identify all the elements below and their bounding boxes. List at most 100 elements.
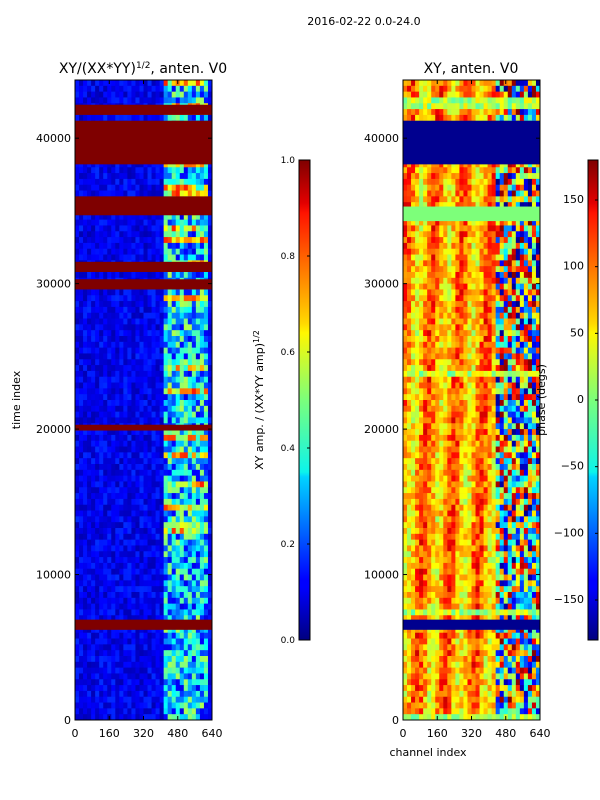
heatmap-cell xyxy=(115,213,120,220)
heatmap-cell xyxy=(151,592,156,599)
heatmap-cell xyxy=(131,173,136,180)
heatmap-cell xyxy=(131,254,136,261)
heatmap-cell xyxy=(195,272,201,279)
heatmap-cell xyxy=(495,80,501,87)
heatmap-cell xyxy=(199,440,205,447)
flagged-band xyxy=(75,196,212,216)
heatmap-cell xyxy=(99,318,104,325)
heatmap-cell xyxy=(123,173,128,180)
heatmap-cell xyxy=(83,382,88,389)
heatmap-cell xyxy=(415,184,420,191)
heatmap-cell xyxy=(103,440,108,447)
heatmap-cell xyxy=(95,312,100,319)
heatmap-cell xyxy=(115,161,120,168)
heatmap-cell xyxy=(459,91,464,98)
heatmap-cell xyxy=(111,644,116,651)
heatmap-cell xyxy=(87,411,92,418)
heatmap-cell xyxy=(207,289,212,296)
heatmap-cell xyxy=(475,266,480,273)
heatmap-cell xyxy=(139,295,144,302)
heatmap-cell xyxy=(115,219,120,226)
heatmap-cell xyxy=(195,295,201,302)
heatmap-cell xyxy=(199,679,205,686)
heatmap-cell xyxy=(103,615,108,622)
heatmap-cell xyxy=(511,85,517,92)
heatmap-cell xyxy=(459,190,464,197)
heatmap-cell xyxy=(187,394,193,401)
heatmap-cell xyxy=(439,103,444,110)
heatmap-cell xyxy=(171,161,177,168)
heatmap-cell xyxy=(191,626,197,634)
heatmap-cell xyxy=(87,347,92,354)
heatmap-cell xyxy=(127,312,132,319)
heatmap-cell xyxy=(207,557,212,564)
heatmap-cell xyxy=(91,702,96,709)
heatmap-cell xyxy=(123,528,128,535)
heatmap-cell xyxy=(191,225,197,232)
heatmap-cell xyxy=(431,80,436,87)
heatmap-cell xyxy=(159,353,164,360)
heatmap-cell xyxy=(511,184,517,191)
heatmap-cell xyxy=(123,225,128,232)
heatmap-cell xyxy=(111,370,116,378)
heatmap-cell xyxy=(115,173,120,180)
heatmap-cell xyxy=(203,434,209,442)
heatmap-cell xyxy=(127,493,132,500)
heatmap-cell xyxy=(127,469,132,476)
heatmap-cell xyxy=(143,557,148,564)
heatmap-cell xyxy=(467,80,472,87)
heatmap-cell xyxy=(151,318,156,325)
heatmap-cell xyxy=(195,714,201,720)
heatmap-cell xyxy=(91,673,96,680)
heatmap-cell xyxy=(87,632,92,639)
heatmap-cell xyxy=(479,85,484,92)
heatmap-cell xyxy=(87,272,92,279)
heatmap-cell xyxy=(207,685,212,692)
heatmap-cell xyxy=(187,80,193,87)
heatmap-cell xyxy=(191,254,197,261)
heatmap-cell xyxy=(439,266,444,273)
heatmap-cell xyxy=(123,708,128,715)
heatmap-cell xyxy=(167,458,173,465)
left-heatmap xyxy=(75,80,212,720)
heatmap-cell xyxy=(183,568,189,575)
heatmap-cell xyxy=(147,324,152,331)
heatmap-cell xyxy=(119,615,124,622)
heatmap-cell xyxy=(459,237,464,244)
heatmap-cell xyxy=(199,539,205,546)
heatmap-cell xyxy=(175,656,181,663)
heatmap-cell xyxy=(519,242,525,250)
heatmap-cell xyxy=(147,400,152,407)
heatmap-cell xyxy=(163,173,168,180)
heatmap-cell xyxy=(95,254,100,261)
heatmap-cell xyxy=(163,504,168,511)
heatmap-cell xyxy=(459,114,464,122)
heatmap-cell xyxy=(175,312,181,319)
heatmap-cell xyxy=(403,109,408,116)
heatmap-cell xyxy=(455,242,460,250)
left-colorbar-label-superscript: 1/2 xyxy=(252,330,261,343)
heatmap-cell xyxy=(171,301,177,308)
heatmap-cell xyxy=(139,626,144,634)
heatmap-cell xyxy=(87,481,92,488)
heatmap-cell xyxy=(83,167,88,174)
heatmap-cell xyxy=(179,516,185,523)
heatmap-cell xyxy=(91,97,96,104)
heatmap-cell xyxy=(419,242,424,250)
heatmap-cell xyxy=(147,440,152,447)
heatmap-cell xyxy=(491,173,496,180)
heatmap-cell xyxy=(207,80,212,87)
heatmap-cell xyxy=(147,184,152,191)
heatmap-cell xyxy=(127,714,132,720)
heatmap-cell xyxy=(119,504,124,511)
heatmap-cell xyxy=(187,411,193,418)
heatmap-cell xyxy=(171,353,177,360)
heatmap-cell xyxy=(107,376,112,383)
heatmap-cell xyxy=(167,440,173,447)
heatmap-cell xyxy=(159,417,164,424)
heatmap-cell xyxy=(119,586,124,593)
heatmap-cell xyxy=(191,289,197,296)
heatmap-cell xyxy=(163,656,168,663)
heatmap-cell xyxy=(491,80,496,87)
